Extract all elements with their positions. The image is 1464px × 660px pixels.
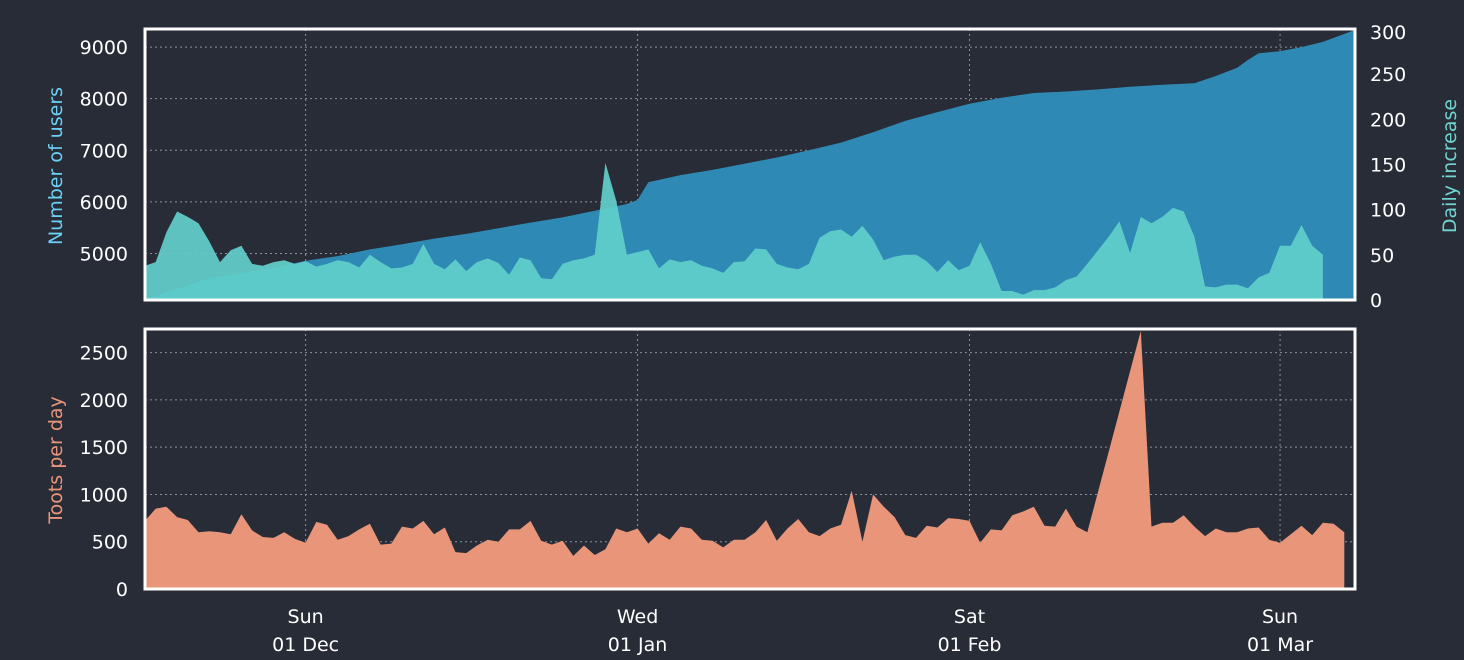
toots-tick-label: 0 [116, 579, 128, 601]
date-tick-weekday: Sun [1262, 606, 1298, 628]
toots-axis-label: Toots per day [45, 396, 67, 525]
users-tick-label: 7000 [80, 140, 128, 162]
increase-axis-label: Daily increase [1439, 99, 1461, 233]
increase-tick-label: 0 [1370, 290, 1382, 312]
toots-panel-frame [143, 327, 1357, 591]
toots-tick-label: 1000 [80, 484, 128, 506]
date-tick-weekday: Wed [617, 606, 658, 628]
date-axis-ticks: Sun 01 Dec Wed 01 Jan Sat 01 Feb Sun 01 Mar [272, 606, 1313, 656]
daily-increase-area [145, 162, 1323, 300]
users-panel-frame [143, 27, 1357, 302]
users-axis-ticks: 5000 6000 7000 8000 9000 [80, 37, 128, 265]
date-tick-weekday: Sat [954, 606, 985, 628]
toots-tick-label: 1500 [80, 437, 128, 459]
date-tick-date: 01 Dec [272, 634, 339, 656]
toots-axis-ticks: 0 500 1000 1500 2000 2500 [80, 343, 128, 601]
increase-tick-label: 50 [1370, 245, 1394, 267]
date-tick-date: 01 Feb [938, 634, 1002, 656]
increase-tick-label: 200 [1370, 109, 1406, 131]
date-tick-date: 01 Jan [608, 634, 668, 656]
toots-tick-label: 2500 [80, 343, 128, 365]
increase-tick-label: 150 [1370, 155, 1406, 177]
users-area [145, 30, 1355, 300]
toots-tick-label: 2000 [80, 390, 128, 412]
users-tick-label: 9000 [80, 37, 128, 59]
users-tick-label: 6000 [80, 192, 128, 214]
users-tick-label: 8000 [80, 89, 128, 111]
toots-tick-label: 500 [92, 532, 128, 554]
increase-tick-label: 300 [1370, 22, 1406, 44]
date-tick-weekday: Sun [288, 606, 324, 628]
increase-axis-ticks: 0 50 100 150 200 250 300 [1370, 22, 1406, 312]
toots-panel: 0 500 1000 1500 2000 2500 Toots per day [45, 327, 1357, 601]
increase-tick-label: 250 [1370, 64, 1406, 86]
users-tick-label: 5000 [80, 244, 128, 266]
users-axis-label: Number of users [45, 87, 67, 245]
toots-area [145, 330, 1345, 589]
date-tick-date: 01 Mar [1247, 634, 1313, 656]
increase-tick-label: 100 [1370, 200, 1406, 222]
